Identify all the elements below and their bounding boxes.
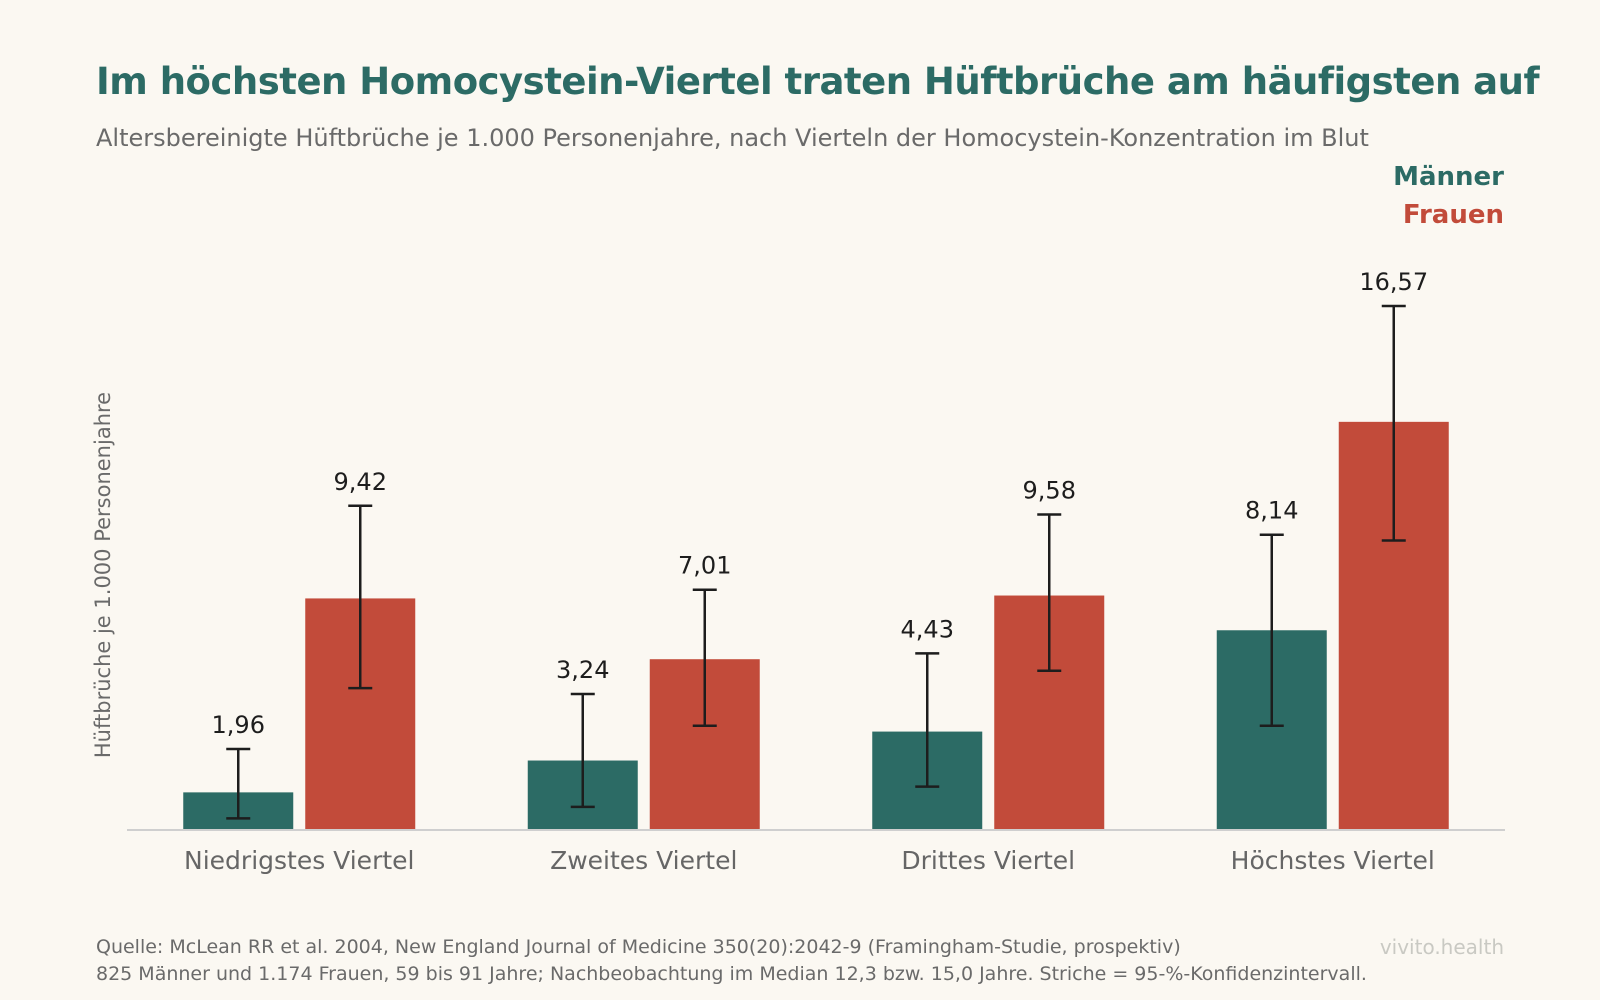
error-bar-frauen-1 xyxy=(348,504,373,690)
value-label-maenner-4: 8,14 xyxy=(1245,497,1298,525)
value-label-maenner-3: 4,43 xyxy=(901,615,954,643)
sample-note: 825 Männer und 1.174 Frauen, 59 bis 91 J… xyxy=(96,963,1367,985)
value-label-maenner-1: 1,96 xyxy=(212,711,265,739)
value-label-frauen-1: 9,42 xyxy=(334,468,387,496)
value-label-frauen-4: 16,57 xyxy=(1359,268,1428,296)
error-bar-maenner-1 xyxy=(226,747,251,820)
source-note: Quelle: McLean RR et al. 2004, New Engla… xyxy=(96,936,1181,958)
x-tick-label-2: Zweites Viertel xyxy=(550,846,737,875)
legend: Männer Frauen xyxy=(1393,158,1504,234)
x-tick-label-3: Drittes Viertel xyxy=(901,846,1075,875)
footer: Quelle: McLean RR et al. 2004, New Engla… xyxy=(96,934,1367,988)
x-tick-label-1: Niedrigstes Viertel xyxy=(184,846,414,875)
value-label-maenner-2: 3,24 xyxy=(556,656,609,684)
error-bar-frauen-4 xyxy=(1381,304,1406,542)
error-bar-frauen-3 xyxy=(1037,513,1062,673)
error-bar-maenner-2 xyxy=(570,692,595,809)
error-bar-maenner-4 xyxy=(1259,533,1284,728)
chart-subtitle: Altersbereinigte Hüftbrüche je 1.000 Per… xyxy=(96,124,1369,152)
legend-item-maenner: Männer xyxy=(1393,162,1504,192)
brand-watermark: vivito.health xyxy=(1379,935,1504,959)
legend-item-frauen: Frauen xyxy=(1402,200,1504,230)
x-tick-label-4: Höchstes Viertel xyxy=(1231,846,1435,875)
value-label-frauen-3: 9,58 xyxy=(1023,476,1076,504)
value-label-frauen-2: 7,01 xyxy=(678,552,731,580)
error-bar-maenner-3 xyxy=(915,652,940,788)
chart-title: Im höchsten Homocystein-Viertel traten H… xyxy=(96,60,1540,103)
y-axis-label: Hüftbrüche je 1.000 Personenjahre xyxy=(91,392,115,758)
error-bar-frauen-2 xyxy=(692,588,717,728)
